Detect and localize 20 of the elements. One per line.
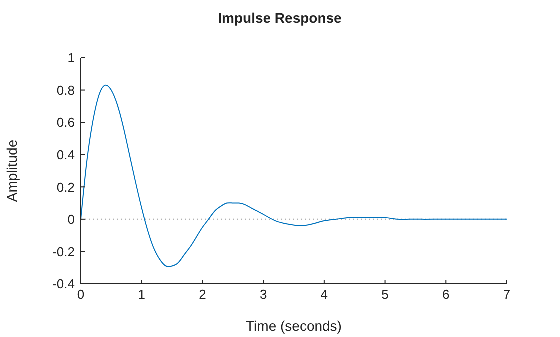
x-tick-label: 6: [442, 287, 450, 302]
y-tick-label: -0.2: [52, 244, 75, 260]
y-tick-label: 0.8: [56, 82, 75, 98]
y-tick-label: -0.4: [52, 276, 75, 292]
chart-title: Impulse Response: [217, 10, 343, 26]
x-axis-title: Time (seconds): [246, 318, 342, 334]
y-tick-label: 0.4: [56, 147, 75, 162]
y-tick-label: 0.2: [56, 180, 75, 195]
y-tick-label: 0: [68, 212, 75, 228]
x-tick-label: 1: [138, 287, 146, 302]
y-tick-label: 1: [68, 50, 75, 66]
y-axis-title: Amplitude: [4, 140, 20, 202]
x-tick-label: 2: [199, 287, 206, 302]
x-tick-label: 3: [260, 287, 268, 302]
x-tick-label: 0: [77, 287, 85, 302]
x-tick-label: 5: [382, 287, 389, 302]
x-tick-label: 4: [320, 287, 328, 302]
x-tick-label: 7: [503, 287, 511, 302]
y-tick-label: 0.6: [56, 115, 75, 130]
line-series: [81, 84, 507, 268]
